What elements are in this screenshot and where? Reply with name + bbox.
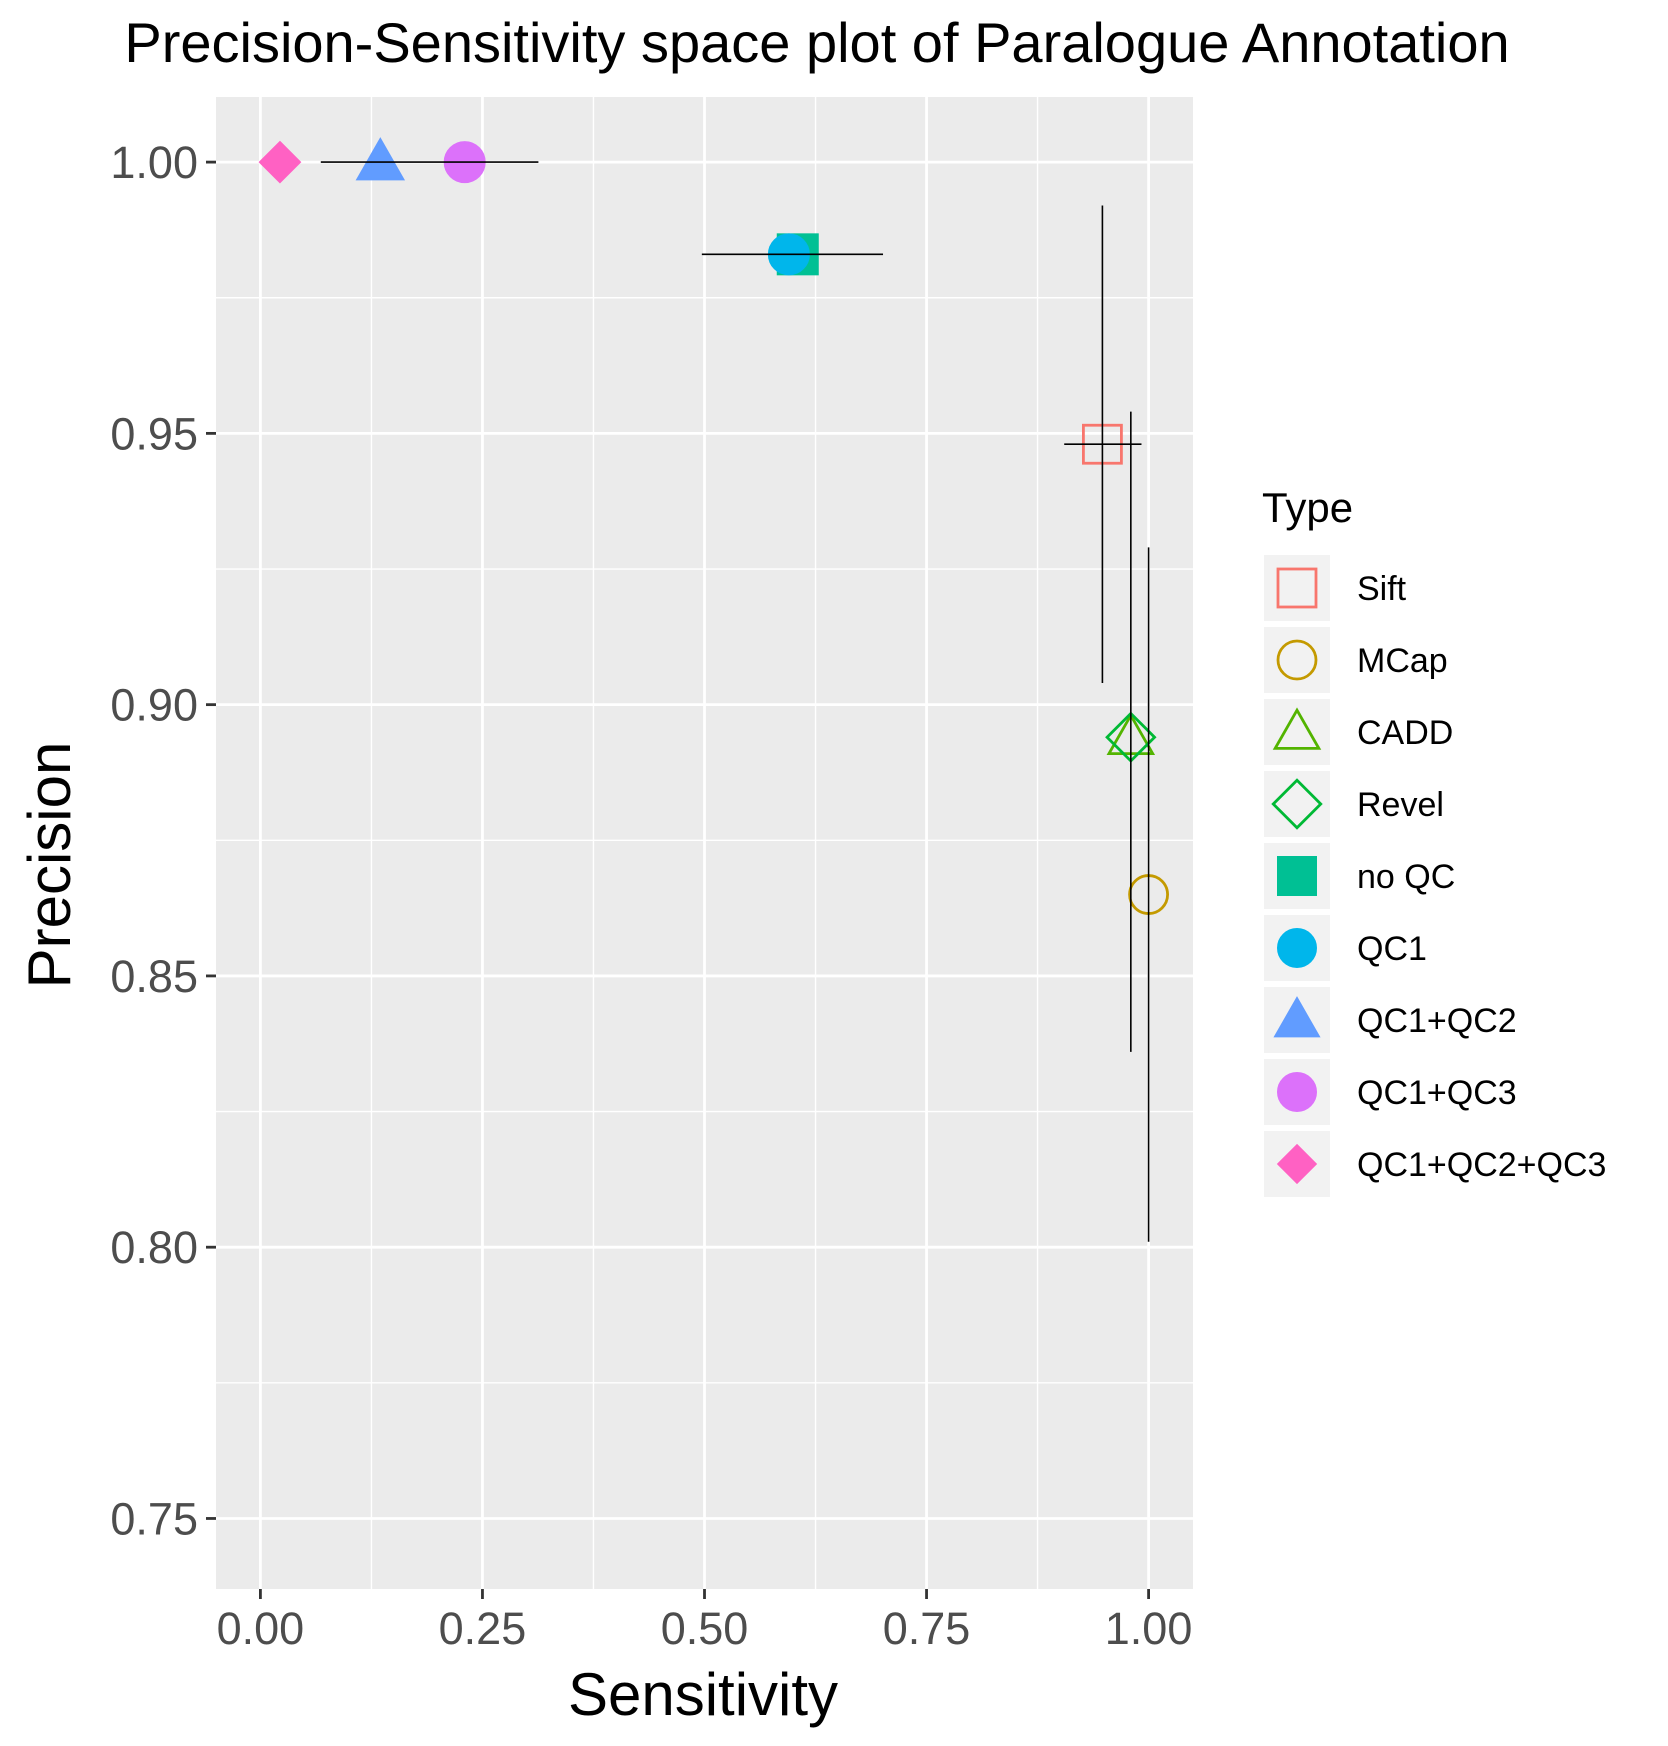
y-axis: 0.75 0.80 0.85 0.90 0.95 1.00 bbox=[110, 137, 216, 1544]
legend-label-qc1-qc2: QC1+QC2 bbox=[1357, 1002, 1517, 1040]
legend-label-revel: Revel bbox=[1357, 786, 1444, 824]
legend-key-mcap bbox=[1276, 639, 1318, 681]
legend-label-mcap: MCap bbox=[1357, 642, 1448, 680]
x-tick-label: 1.00 bbox=[1105, 1603, 1193, 1654]
y-tick-label: 0.95 bbox=[110, 408, 198, 459]
error-bars bbox=[320, 161, 1150, 1242]
point-qc1-qc2-qc3 bbox=[258, 140, 302, 184]
legend-key-revel bbox=[1271, 778, 1323, 830]
legend-key-qc1 bbox=[1277, 928, 1317, 968]
x-tick-label: 0.50 bbox=[661, 1603, 749, 1654]
legend-label-no-qc: no QC bbox=[1357, 858, 1455, 896]
legend-key-no-qc bbox=[1277, 856, 1317, 896]
y-tick-label: 0.80 bbox=[110, 1222, 198, 1273]
plot-panel bbox=[216, 97, 1193, 1589]
x-tick-label: 0.25 bbox=[439, 1603, 527, 1654]
legend-label-qc1: QC1 bbox=[1357, 930, 1427, 968]
x-axis: 0.00 0.25 0.50 0.75 1.00 bbox=[217, 1589, 1193, 1654]
legend-key-bg bbox=[1264, 627, 1330, 693]
x-axis-title: Sensitivity bbox=[568, 1661, 838, 1728]
legend-title: Type bbox=[1262, 484, 1353, 531]
x-tick-label: 0.00 bbox=[217, 1603, 305, 1654]
legend-key-qc1-qc2 bbox=[1273, 996, 1321, 1038]
y-tick-label: 0.85 bbox=[110, 951, 198, 1002]
legend-key-qc1-qc2-qc3 bbox=[1276, 1143, 1318, 1185]
y-tick-label: 1.00 bbox=[110, 137, 198, 188]
legend-label-qc1-qc3: QC1+QC3 bbox=[1357, 1074, 1517, 1112]
chart-title: Precision-Sensitivity space plot of Para… bbox=[124, 11, 1509, 74]
legend-key-cadd bbox=[1272, 707, 1322, 750]
y-tick-label: 0.75 bbox=[110, 1493, 198, 1544]
x-tick-label: 0.75 bbox=[883, 1603, 971, 1654]
legend: Type Sift MCap CADD Revel no QC QC1 QC1+QC2 QC1… bbox=[1262, 484, 1606, 1197]
legend-key-bg bbox=[1264, 555, 1330, 621]
legend-label-cadd: CADD bbox=[1357, 714, 1453, 752]
point-qc1-qc2 bbox=[355, 137, 406, 181]
y-tick-label: 0.90 bbox=[110, 680, 198, 731]
legend-key-qc1-qc3 bbox=[1277, 1072, 1317, 1112]
legend-label-sift: Sift bbox=[1357, 570, 1407, 608]
y-axis-title: Precision bbox=[16, 742, 83, 989]
legend-label-qc1-qc2-qc3: QC1+QC2+QC3 bbox=[1357, 1146, 1606, 1184]
legend-key-sift bbox=[1276, 567, 1318, 609]
